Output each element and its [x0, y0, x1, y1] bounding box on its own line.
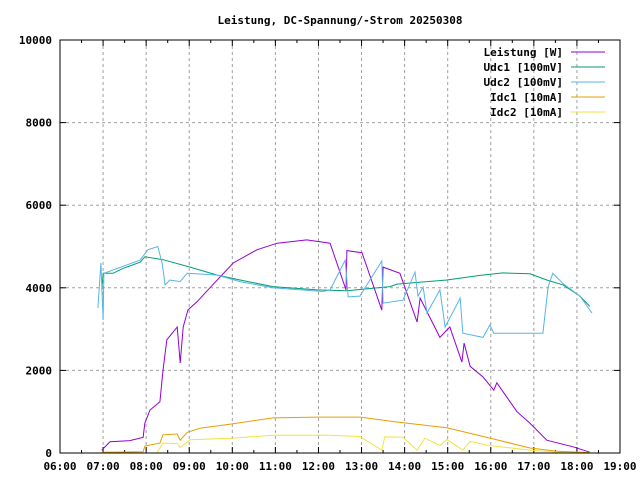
grid: [60, 40, 620, 453]
plot-border: [59, 39, 621, 454]
y-tick-labels: 0 2000 4000 6000 8000 10000: [19, 34, 52, 460]
series-line-idc2: [101, 434, 590, 454]
y-tick-label: 0: [45, 447, 52, 460]
x-tick-label: 09:00: [173, 460, 206, 473]
x-tick-label: 16:00: [474, 460, 507, 473]
x-tick-label: 13:00: [345, 460, 378, 473]
legend-label-idc2: Idc2 [10mA]: [490, 106, 563, 119]
y-tick-label: 10000: [19, 34, 52, 47]
legend-label-idc1: Idc1 [10mA]: [490, 91, 563, 104]
series-line-idc1: [101, 416, 590, 454]
chart-title: Leistung, DC-Spannung/-Strom 20250308: [217, 14, 462, 27]
legend-label-udc1: Udc1 [100mV]: [484, 61, 563, 74]
x-tick-label: 08:00: [130, 460, 163, 473]
series-lines: [97, 239, 593, 454]
series-line-udc1: [101, 256, 591, 307]
x-tick-label: 07:00: [87, 460, 120, 473]
x-tick-label: 18:00: [560, 460, 593, 473]
x-tick-label: 12:00: [302, 460, 335, 473]
x-tick-label: 14:00: [388, 460, 421, 473]
y-tick-label: 4000: [26, 282, 53, 295]
y-tick-label: 8000: [26, 117, 53, 130]
x-tick-label: 11:00: [259, 460, 292, 473]
y-tick-label: 2000: [26, 364, 53, 377]
y-tick-label: 6000: [26, 199, 53, 212]
legend-label-udc2: Udc2 [100mV]: [484, 76, 563, 89]
x-tick-label: 19:00: [603, 460, 636, 473]
x-tick-label: 10:00: [216, 460, 249, 473]
x-tick-labels: 06:00 07:00 08:00 09:00 10:00 11:00 12:00 13:00…: [43, 460, 636, 473]
legend-label-leistung: Leistung [W]: [484, 46, 563, 59]
x-tick-label: 06:00: [43, 460, 76, 473]
legend: Leistung [W] Udc1 [100mV] Udc2 [100mV] Idc1…: [484, 46, 605, 119]
x-tick-label: 17:00: [517, 460, 550, 473]
series-line-udc2: [97, 245, 593, 338]
series-line-leistung: [101, 239, 590, 453]
x-tick-label: 15:00: [431, 460, 464, 473]
